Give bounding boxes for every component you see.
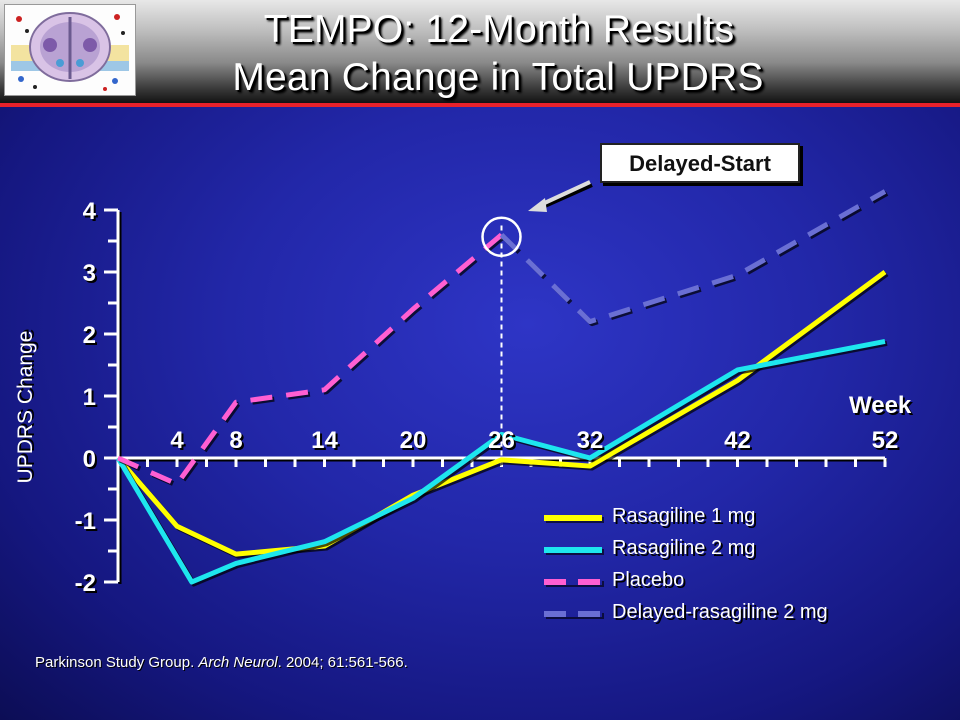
series-line-2 (115, 338, 886, 585)
chart-legend: Rasagiline 1 mg Rasagiline 2 mg Placebo Del… (540, 503, 920, 631)
delayed-start-callout: Delayed-Start (600, 143, 800, 183)
slide-subtitle: Mean Change in Total UPDRS (232, 56, 764, 99)
x-tick-label: 42 (724, 427, 751, 454)
y-tick-label: 1 (83, 384, 96, 411)
x-tick-label: 20 (400, 427, 427, 454)
callout-arrowhead (528, 198, 547, 212)
y-tick-label: -1 (75, 508, 96, 535)
legend-swatch (544, 611, 602, 617)
callout-arrow-shadow (537, 183, 593, 211)
x-tick-label: 26 (488, 427, 515, 454)
x-tick-label: 8 (229, 427, 242, 454)
title-underline (0, 103, 960, 107)
series-line-3 (116, 232, 504, 487)
y-axis-label: UPDRS Change (14, 330, 37, 484)
legend-label: Placebo (612, 569, 685, 591)
x-tick-label: 52 (872, 427, 899, 454)
legend-label: Rasagiline 2 mg (612, 537, 756, 559)
legend-swatch (544, 515, 602, 521)
callout-arrow (537, 180, 591, 208)
y-tick-label: 2 (83, 322, 96, 349)
legend-item: Placebo (540, 567, 920, 599)
delayed-start-circle (481, 216, 522, 258)
legend-item: Rasagiline 1 mg (540, 503, 920, 535)
citation: Parkinson Study Group. Arch Neurol. 2004… (35, 654, 408, 671)
legend-label: Rasagiline 1 mg (612, 505, 756, 527)
y-tick-label: 3 (83, 260, 96, 287)
legend-swatch (544, 547, 602, 553)
slide-title: TEMPO: 12-Month Results (263, 8, 735, 51)
series-line-1 (116, 269, 887, 557)
y-tick-label: 0 (83, 446, 96, 473)
citation-authors: Parkinson Study Group. (35, 654, 199, 671)
brain-logo (4, 4, 136, 96)
y-tick-label: -2 (75, 570, 96, 597)
citation-journal: Arch Neurol (198, 654, 278, 671)
legend-swatch (544, 579, 602, 585)
x-axis-label: Week (849, 392, 912, 419)
x-tick-label: 32 (577, 427, 604, 454)
series-shadow (117, 340, 888, 587)
legend-item: Delayed-rasagiline 2 mg (540, 599, 920, 631)
series-line-4 (499, 189, 887, 325)
x-tick-label: 4 (170, 427, 184, 454)
x-tick-label: 14 (311, 427, 338, 454)
legend-label: Delayed-rasagiline 2 mg (612, 601, 828, 623)
citation-details: . 2004; 61:561-566. (277, 654, 408, 671)
legend-item: Rasagiline 2 mg (540, 535, 920, 567)
series-shadow (501, 191, 889, 327)
y-tick-label: 4 (83, 198, 97, 225)
title-bar (0, 0, 960, 104)
